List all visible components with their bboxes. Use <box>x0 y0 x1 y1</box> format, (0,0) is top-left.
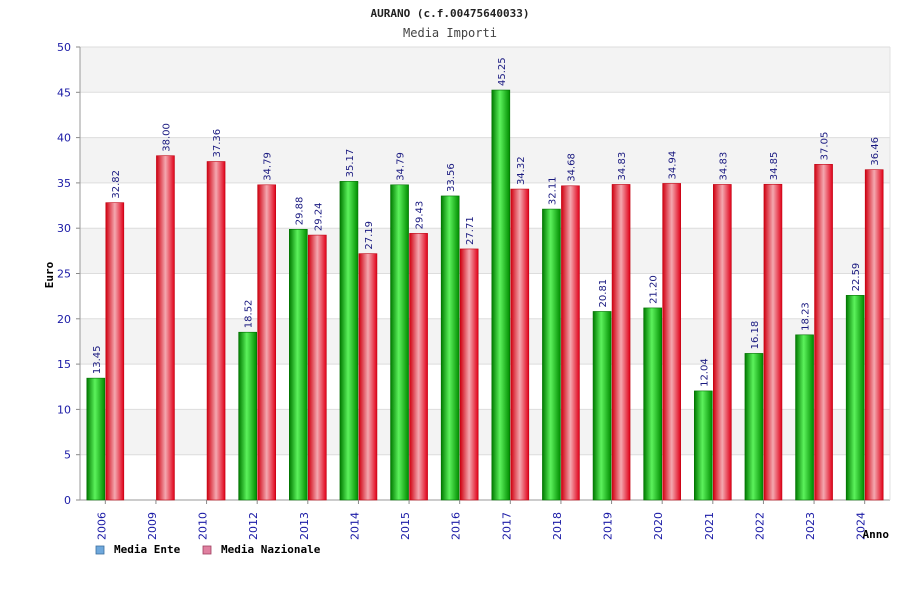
y-tick-label: 10 <box>57 403 71 416</box>
bar-media-nazionale <box>206 161 226 501</box>
legend-swatch-media-ente <box>95 545 105 555</box>
bar-media-nazionale <box>409 233 428 501</box>
x-tick-label: 2022 <box>753 512 766 540</box>
chart-subtitle: Media Importi <box>403 26 497 40</box>
data-label-media-nazionale: 34.68 <box>566 153 577 182</box>
data-label-media-nazionale: 29.43 <box>415 201 426 230</box>
bar-media-ente <box>694 390 713 501</box>
bar-media-ente <box>795 334 814 501</box>
data-label-media-ente: 18.23 <box>801 302 812 331</box>
bar-media-nazionale <box>713 184 732 501</box>
bar-media-ente <box>86 377 106 501</box>
bar-media-nazionale <box>156 155 175 501</box>
bar-media-ente <box>440 195 460 501</box>
legend-swatch-media-nazionale <box>202 545 212 555</box>
bar-media-nazionale <box>611 184 631 501</box>
data-label-media-nazionale: 37.05 <box>820 132 831 161</box>
data-label-media-nazionale: 34.83 <box>617 152 628 181</box>
data-label-media-ente: 21.20 <box>649 275 660 304</box>
data-label-media-ente: 34.79 <box>396 152 407 181</box>
data-label-media-nazionale: 27.71 <box>465 216 476 245</box>
x-tick-label: 2024 <box>855 512 868 540</box>
bar-media-nazionale <box>814 164 833 501</box>
bar-media-nazionale <box>864 169 884 501</box>
legend-label-media-ente: Media Ente <box>114 543 181 556</box>
data-label-media-nazionale: 27.19 <box>364 221 375 250</box>
data-label-media-ente: 33.56 <box>446 163 457 192</box>
data-label-media-nazionale: 34.32 <box>516 156 527 185</box>
x-tick-label: 2017 <box>500 512 513 540</box>
y-tick-label: 20 <box>57 313 71 326</box>
x-tick-label: 2018 <box>551 512 564 540</box>
data-label-media-ente: 13.45 <box>92 346 103 375</box>
data-label-media-nazionale: 37.36 <box>212 129 223 158</box>
bar-media-nazionale <box>105 202 125 501</box>
bar-media-ente <box>744 353 764 501</box>
bar-media-ente <box>491 89 511 501</box>
data-label-media-nazionale: 34.85 <box>769 152 780 181</box>
data-label-media-nazionale: 29.24 <box>313 202 324 231</box>
x-tick-label: 2014 <box>348 512 361 540</box>
data-label-media-ente: 22.59 <box>851 263 862 292</box>
y-tick-label: 5 <box>64 449 71 462</box>
legend: Media Ente Media Nazionale <box>95 543 321 556</box>
data-label-media-ente: 29.88 <box>294 197 305 226</box>
data-label-media-ente: 12.04 <box>699 358 710 387</box>
x-tick-label: 2016 <box>450 512 463 540</box>
y-tick-label: 50 <box>57 41 71 54</box>
bar-media-nazionale <box>308 234 327 501</box>
bar-media-ente <box>339 181 359 501</box>
y-tick-label: 15 <box>57 358 71 371</box>
data-label-media-nazionale: 36.46 <box>870 137 881 166</box>
bar-media-ente <box>592 311 612 501</box>
bar-media-ente <box>238 331 257 501</box>
y-tick-label: 35 <box>57 177 71 190</box>
x-tick-label: 2019 <box>602 512 615 540</box>
bar-media-ente <box>289 228 308 501</box>
data-label-media-ente: 32.11 <box>547 176 558 205</box>
data-label-media-ente: 35.17 <box>345 149 356 178</box>
y-tick-label: 30 <box>57 222 71 235</box>
x-tick-label: 2006 <box>95 512 108 540</box>
data-label-media-nazionale: 34.79 <box>263 152 274 181</box>
y-tick-label: 45 <box>57 86 71 99</box>
bar-media-nazionale <box>358 253 378 501</box>
data-label-media-ente: 16.18 <box>750 321 761 350</box>
y-tick-label: 40 <box>57 132 71 145</box>
data-label-media-ente: 18.52 <box>244 300 255 329</box>
data-label-media-ente: 45.25 <box>497 57 508 86</box>
y-axis-label: Euro <box>43 261 56 288</box>
bar-media-ente <box>643 307 662 501</box>
x-tick-label: 2009 <box>146 512 159 540</box>
data-label-media-nazionale: 38.00 <box>161 123 172 152</box>
bar-media-nazionale <box>510 188 530 501</box>
bar-media-nazionale <box>459 248 479 501</box>
x-tick-label: 2020 <box>652 512 665 540</box>
x-tick-label: 2013 <box>298 512 311 540</box>
data-label-media-nazionale: 32.82 <box>111 170 122 199</box>
data-label-media-nazionale: 34.83 <box>718 152 729 181</box>
data-label-media-nazionale: 34.94 <box>668 151 679 180</box>
x-tick-label: 2010 <box>197 512 210 540</box>
bar-media-nazionale <box>257 184 276 501</box>
bar-media-nazionale <box>763 183 783 501</box>
x-tick-label: 2023 <box>804 512 817 540</box>
x-tick-label: 2012 <box>247 512 260 540</box>
y-tick-label: 0 <box>64 494 71 507</box>
grid-band <box>80 47 890 93</box>
x-tick-label: 2021 <box>703 512 716 540</box>
x-tick-label: 2015 <box>399 512 412 540</box>
data-label-media-ente: 20.81 <box>598 279 609 308</box>
bar-media-ente <box>390 184 409 501</box>
y-tick-label: 25 <box>57 268 71 281</box>
bar-media-nazionale <box>561 185 580 501</box>
bar-media-nazionale <box>662 183 681 501</box>
x-axis-label: Anno <box>863 528 890 541</box>
legend-label-media-nazionale: Media Nazionale <box>221 543 321 556</box>
chart-title: AURANO (c.f.00475640033) <box>371 7 530 20</box>
bar-media-ente <box>542 208 561 501</box>
bar-media-ente <box>845 295 865 501</box>
